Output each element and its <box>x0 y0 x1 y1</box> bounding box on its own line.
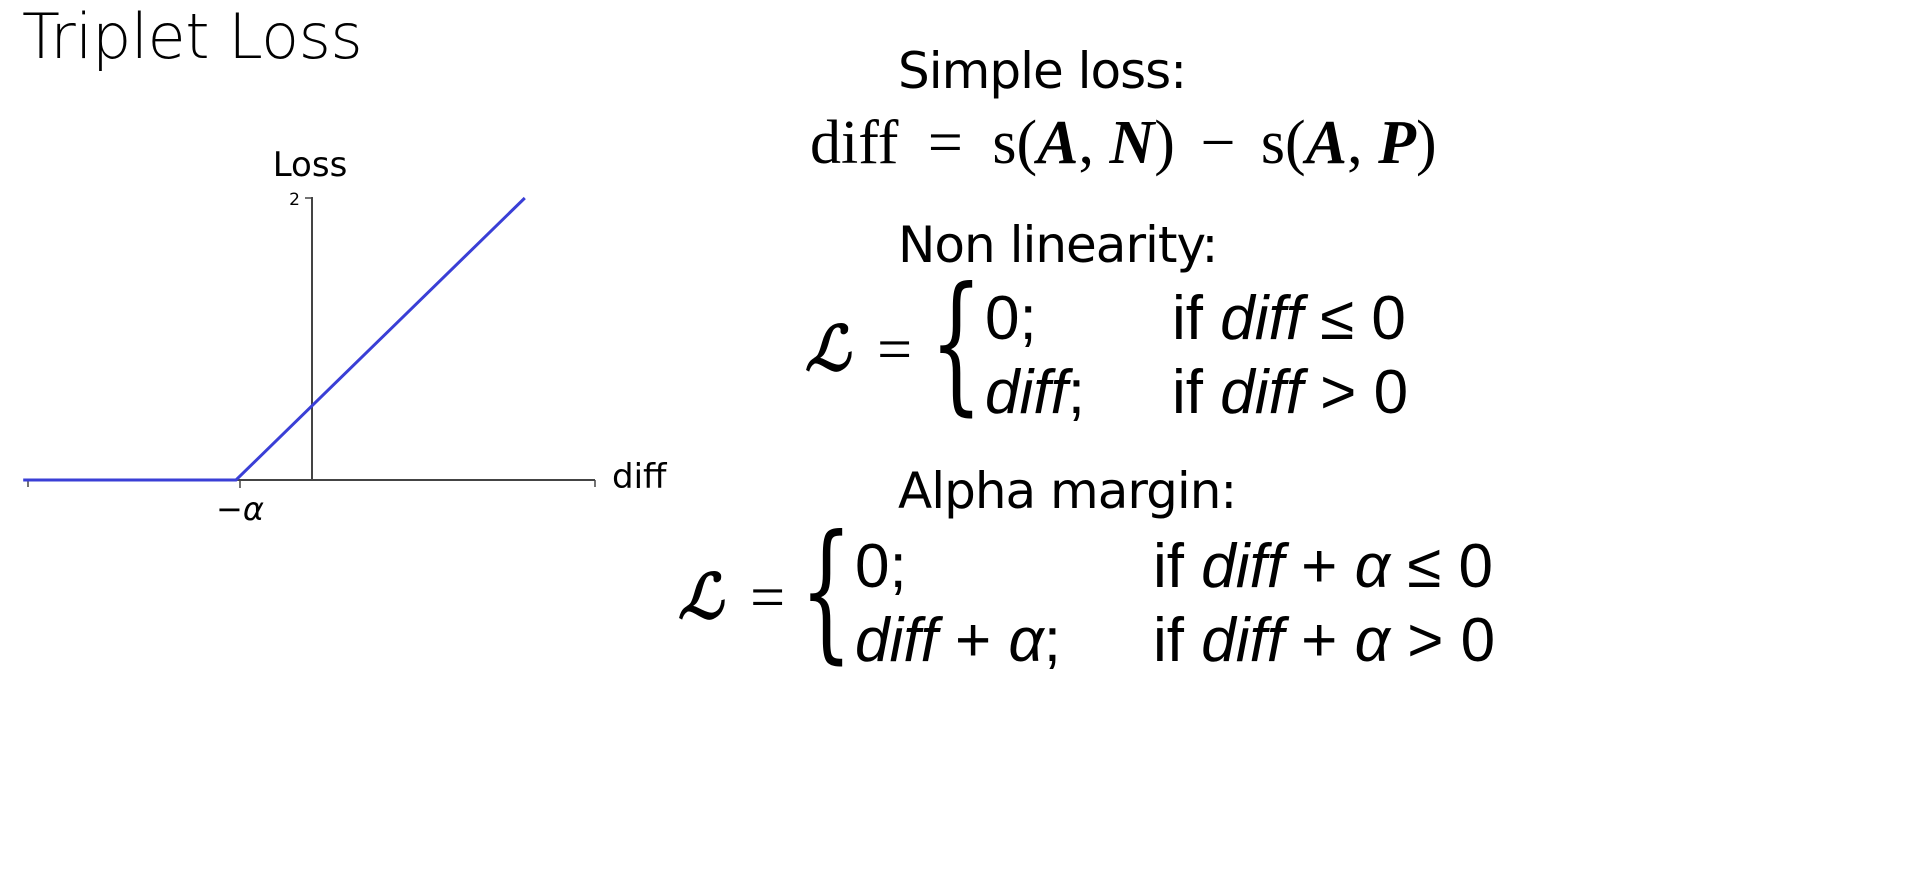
simple-comma2: , <box>1347 109 1379 177</box>
loss-chart: Loss 2 diff −α <box>23 145 668 528</box>
simple-a1: A <box>1037 109 1079 177</box>
nl-eq: = <box>877 316 913 384</box>
simple-p: P <box>1378 109 1416 177</box>
nl-row2-condition: if diff > 0 <box>1172 358 1409 427</box>
am-eq: = <box>750 564 786 632</box>
y-axis-label: Loss <box>273 145 348 185</box>
simple-n: N <box>1109 109 1155 177</box>
nl-loss-symbol: ℒ <box>805 312 850 385</box>
simple-close2: ) <box>1415 109 1437 177</box>
am-row2-condition: if diff + α > 0 <box>1153 606 1496 675</box>
nl-row1-condition: if diff ≤ 0 <box>1172 284 1406 353</box>
x-tick-label-minus-alpha: −α <box>216 490 264 528</box>
simple-minus: − <box>1200 109 1236 177</box>
page-title: Triplet Loss <box>22 0 363 73</box>
am-case-row: 0; if diff + α ≤ 0 <box>855 530 1495 604</box>
simple-a2: A <box>1305 109 1348 177</box>
loss-series-line <box>23 196 526 482</box>
simple-loss-equation: diff = s(A, N) − s(A, P) <box>810 108 1437 179</box>
am-brace: { <box>800 504 853 678</box>
non-linearity-cases: 0; if diff ≤ 0 diff; if diff > 0 <box>985 282 1408 430</box>
nl-row1-value: 0; <box>985 284 1037 353</box>
am-row2-value: diff + α; <box>855 606 1061 675</box>
nl-case-row: diff; if diff > 0 <box>985 356 1408 430</box>
simple-s2: s( <box>1260 109 1306 177</box>
am-row1-value: 0; <box>855 532 907 601</box>
nl-row2-value: diff; <box>985 358 1085 427</box>
nl-brace: { <box>930 256 983 430</box>
am-row1-condition: if diff + α ≤ 0 <box>1153 532 1493 601</box>
simple-s1: s( <box>992 109 1038 177</box>
y-tick-label-2: 2 <box>289 190 300 210</box>
simple-eq: = <box>927 109 963 177</box>
alpha-margin-lhs: ℒ = <box>678 560 785 634</box>
alpha-margin-cases: 0; if diff + α ≤ 0 diff + α; if diff + α… <box>855 530 1495 678</box>
am-loss-symbol: ℒ <box>678 560 723 633</box>
non-linearity-label: Non linearity: <box>898 216 1218 274</box>
simple-loss-label: Simple loss: <box>898 42 1187 100</box>
simple-close1: ) <box>1154 109 1175 177</box>
alpha-margin-label: Alpha margin: <box>898 462 1237 520</box>
simple-comma1: , <box>1078 109 1110 177</box>
non-linearity-lhs: ℒ = <box>805 312 912 386</box>
simple-lhs: diff <box>810 109 899 177</box>
am-case-row: diff + α; if diff + α > 0 <box>855 604 1495 678</box>
nl-case-row: 0; if diff ≤ 0 <box>985 282 1408 356</box>
x-axis-label: diff <box>612 457 668 497</box>
